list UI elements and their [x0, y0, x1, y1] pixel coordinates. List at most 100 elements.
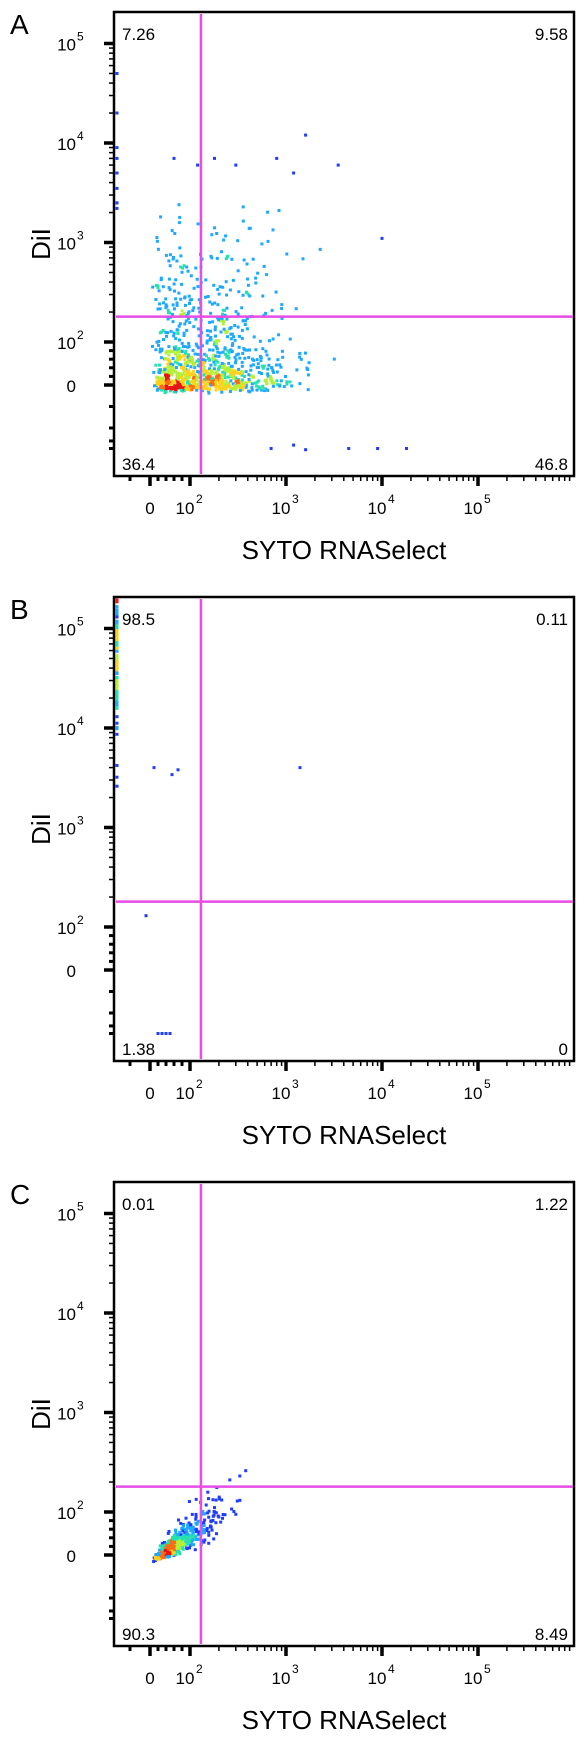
- event-dot: [161, 1548, 165, 1552]
- event-dot: [221, 312, 224, 316]
- event-dot: [171, 1539, 175, 1543]
- event-dot: [205, 341, 209, 345]
- event-dot: [115, 701, 119, 705]
- event-dot: [188, 298, 192, 302]
- event-dot: [184, 1543, 188, 1546]
- event-dot: [172, 1544, 176, 1548]
- event-dot: [241, 388, 244, 392]
- event-dot: [201, 358, 205, 362]
- event-dot: [181, 266, 185, 270]
- event-dot: [215, 232, 219, 235]
- event-dot: [181, 1524, 185, 1527]
- event-dot: [155, 239, 159, 243]
- event-dot: [209, 336, 213, 340]
- event-dot: [227, 356, 231, 360]
- event-dot: [175, 1537, 179, 1541]
- event-dot: [158, 1544, 162, 1548]
- event-dot: [197, 1537, 201, 1541]
- event-dot: [212, 353, 216, 357]
- event-dot: [299, 357, 303, 361]
- event-dot: [182, 312, 186, 316]
- event-dot: [214, 345, 218, 349]
- event-dot: [191, 1538, 195, 1542]
- event-dot: [115, 186, 119, 190]
- event-dot: [216, 303, 220, 307]
- event-dot: [184, 319, 188, 323]
- event-dot: [183, 1534, 187, 1538]
- event-dot: [190, 1543, 194, 1547]
- event-dot: [175, 328, 179, 332]
- event-dot: [197, 306, 201, 310]
- event-dot: [223, 386, 227, 390]
- event-dot: [247, 377, 251, 381]
- event-dot: [184, 1528, 188, 1532]
- panel-letter-b: B: [10, 594, 29, 625]
- event-dot: [166, 362, 170, 366]
- event-dot: [197, 334, 201, 338]
- event-dot: [177, 291, 181, 295]
- x-tick-label: 10: [464, 1084, 483, 1103]
- event-dot: [270, 366, 274, 370]
- event-dot: [202, 380, 206, 384]
- event-dot: [115, 657, 119, 661]
- event-dot: [193, 352, 197, 356]
- event-dot: [225, 293, 229, 297]
- event-dot: [207, 1497, 210, 1501]
- event-dot: [187, 1521, 191, 1525]
- event-dot: [191, 348, 195, 352]
- event-dot: [173, 347, 177, 351]
- event-dot: [266, 372, 270, 376]
- x-tick-exponent: 4: [388, 1662, 395, 1676]
- event-dot: [192, 372, 196, 376]
- event-dot: [196, 285, 200, 289]
- event-dot: [214, 334, 217, 338]
- event-dot: [179, 254, 183, 258]
- event-dot: [174, 297, 178, 301]
- event-dot: [175, 375, 179, 379]
- event-dot: [222, 371, 226, 375]
- event-dot: [153, 1556, 157, 1560]
- event-dot: [292, 443, 296, 447]
- event-dot: [172, 1551, 176, 1554]
- event-dot: [184, 1516, 188, 1520]
- event-dot: [211, 320, 215, 324]
- event-dot: [186, 1534, 190, 1538]
- event-dot: [189, 360, 192, 364]
- event-dot: [230, 257, 234, 261]
- event-dot: [162, 383, 166, 387]
- event-dot: [205, 339, 209, 343]
- event-dot: [217, 1497, 221, 1501]
- event-dot: [235, 371, 238, 375]
- event-dot: [197, 380, 201, 384]
- event-dot: [115, 660, 119, 664]
- event-dot: [210, 1528, 214, 1532]
- event-dot: [211, 348, 215, 352]
- event-dot: [179, 355, 183, 359]
- event-dot: [171, 303, 175, 307]
- event-dot: [222, 327, 226, 331]
- event-dot: [294, 307, 298, 311]
- event-dot: [246, 277, 250, 281]
- event-dot: [174, 337, 178, 341]
- event-dot: [318, 247, 322, 251]
- event-dot: [186, 312, 190, 316]
- y-tick-label: 0: [67, 962, 76, 981]
- event-dot: [164, 373, 167, 377]
- event-dot: [307, 361, 311, 365]
- event-dot: [241, 219, 245, 223]
- event-dot: [155, 340, 159, 344]
- event-dot: [172, 307, 176, 311]
- event-dot: [236, 325, 240, 329]
- event-dot: [208, 367, 211, 371]
- event-dot: [260, 242, 264, 246]
- event-dot: [194, 1527, 198, 1531]
- event-dot: [231, 382, 235, 386]
- event-dot: [154, 284, 158, 287]
- event-dot: [238, 371, 242, 375]
- event-dot: [253, 381, 257, 385]
- event-dot: [244, 319, 247, 323]
- x-tick-exponent: 5: [484, 492, 491, 506]
- event-dot: [194, 1537, 198, 1541]
- event-dot: [115, 703, 119, 707]
- event-dot: [240, 378, 244, 382]
